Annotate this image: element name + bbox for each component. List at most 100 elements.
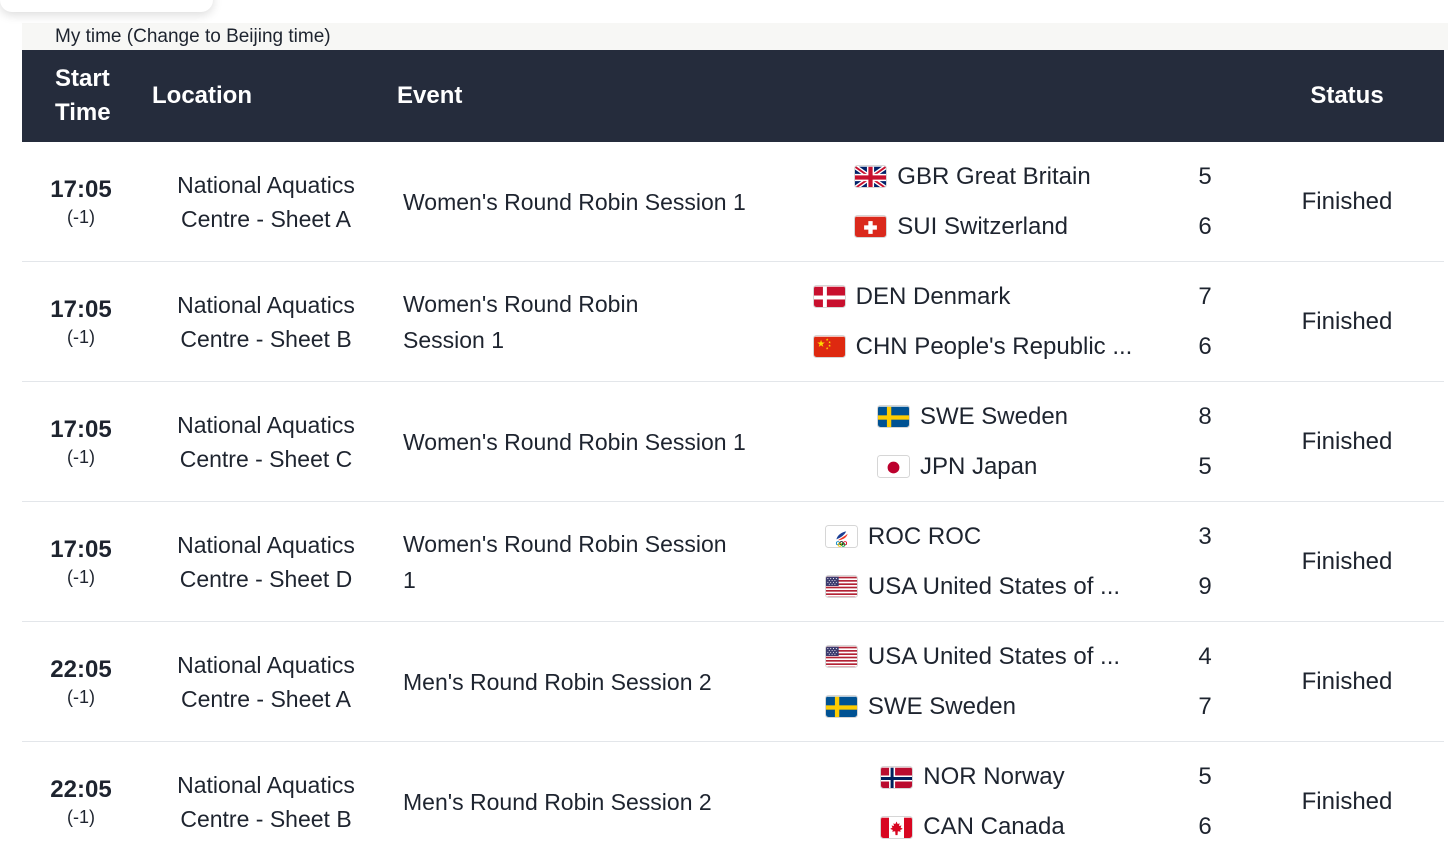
start-time-cell: 17:05 (-1) [22,295,140,349]
location-line: Centre - Sheet C [179,445,353,472]
match-status: Finished [1301,788,1393,815]
header-event: Event [397,82,463,109]
team-name: USA United States of ... [867,642,1121,670]
team-row: SUI Switzerland [854,202,1090,252]
flag-roc-icon [824,525,858,548]
team-row: JPN Japan [876,442,1068,492]
flag-sui-icon [854,215,888,238]
event-line: Men's Round Robin Session 2 [403,789,712,815]
schedule-table: Start Time Location Event Status 17:05 (-… [22,50,1444,861]
event-line: Women's Round Robin [403,290,639,317]
event-line: Women's Round Robin Session 1 [403,428,746,455]
team-name: SUI Switzerland [897,212,1069,240]
event-line: 1 [403,566,416,593]
event-cell: Men's Round Robin Session 2 [392,784,785,820]
timezone-label: My time (Change to Beijing time) [22,26,331,48]
location-line: Centre - Sheet D [179,565,353,592]
team-score: 7 [1198,692,1212,720]
event-cell: Women's Round Robin Session 1 [392,286,785,358]
change-timezone-link[interactable]: (Change to Beijing time) [126,25,331,47]
event-cell: Men's Round Robin Session 2 [392,664,785,700]
team-score: 7 [1198,282,1212,310]
match-status: Finished [1301,307,1393,335]
location-cell: National Aquatics Centre - Sheet A [140,168,392,236]
team-row: GBR Great Britain [854,152,1091,202]
schedule-row[interactable]: 17:05 (-1) National Aquatics Centre - Sheet… [22,382,1444,502]
time-offset: (-1) [67,686,95,707]
location-line: National Aquatics [177,531,355,558]
schedule-row[interactable]: 17:05 (-1) National Aquatics Centre - Sheet… [22,142,1444,262]
team-row: CHN People's Republic ... [812,322,1133,372]
location-cell: National Aquatics Centre - Sheet D [140,528,392,596]
event-line: Men's Round Robin Session 2 [403,668,712,695]
location-line: Centre - Sheet B [180,325,352,352]
schedule-row[interactable]: 17:05 (-1) National Aquatics Centre - Sheet… [22,262,1444,382]
flag-usa-icon [824,645,858,668]
schedule-row[interactable]: 22:05 (-1) National Aquatics Centre - Sheet… [22,742,1444,861]
start-time: 17:05 [50,295,112,323]
table-header-row: Start Time Location Event Status [22,50,1444,142]
match-status: Finished [1301,667,1393,695]
match-status: Finished [1301,427,1393,455]
team-row: USA United States of ... [824,562,1120,612]
schedule-row[interactable]: 17:05 (-1) National Aquatics Centre - Sheet… [22,502,1444,622]
team-name: ROC ROC [867,522,982,550]
team-row: CAN Canada [880,802,1065,852]
location-line: National Aquatics [177,651,355,678]
event-cell: Women's Round Robin Session 1 [392,526,785,598]
team-score: 5 [1198,763,1212,790]
location-cell: National Aquatics Centre - Sheet B [140,288,392,356]
location-line: National Aquatics [177,772,355,798]
teams-block: SWE Sweden JPN Japan [876,392,1069,492]
event-line: Women's Round Robin Session 1 [403,188,746,215]
header-start-time: Start Time [55,65,111,126]
start-time-cell: 22:05 (-1) [22,655,140,709]
time-offset: (-1) [67,446,95,467]
start-time-cell: 22:05 (-1) [22,775,140,829]
flag-jpn-icon [876,455,910,478]
team-score: 6 [1198,212,1212,240]
team-name: JPN Japan [919,452,1038,480]
teams-block: NOR Norway CAN Canada [880,752,1065,852]
team-name: NOR Norway [923,763,1065,790]
teams-cell: DEN Denmark CHN People's Republic ... [785,272,1160,372]
start-time: 22:05 [50,776,112,803]
event-line: Session 1 [403,326,505,353]
teams-cell: USA United States of ... SWE Sweden [785,632,1160,732]
teams-block: USA United States of ... SWE Sweden [824,632,1121,732]
flag-usa-icon [824,575,858,598]
match-status: Finished [1301,547,1393,575]
teams-block: DEN Denmark CHN People's Republic ... [812,272,1133,372]
start-time: 17:05 [50,175,112,203]
team-score: 5 [1198,452,1212,480]
start-time: 17:05 [50,415,112,443]
header-status: Status [1310,82,1384,109]
location-line: National Aquatics [177,171,355,198]
timezone-label-prefix: My time [55,25,127,47]
location-cell: National Aquatics Centre - Sheet A [140,648,392,716]
team-name: SWE Sweden [919,402,1069,430]
schedule-row[interactable]: 22:05 (-1) National Aquatics Centre - Sheet… [22,622,1444,742]
start-time: 22:05 [50,655,112,683]
team-score: 9 [1198,572,1212,600]
team-score: 4 [1198,642,1212,670]
location-line: National Aquatics [177,411,355,438]
team-score: 6 [1198,813,1212,840]
team-row: SWE Sweden [824,682,1120,732]
team-row: SWE Sweden [876,392,1069,442]
team-name: GBR Great Britain [897,162,1091,190]
start-time-cell: 17:05 (-1) [22,535,140,589]
flag-den-icon [812,285,846,308]
timezone-bar: My time (Change to Beijing time) [22,23,1448,50]
flag-chn-icon [812,335,846,358]
teams-block: GBR Great Britain SUI Switzerland [854,152,1091,252]
event-line: Women's Round Robin Session [403,530,727,557]
team-row: USA United States of ... [824,632,1121,682]
time-offset: (-1) [67,566,95,587]
schedule-table-body: 17:05 (-1) National Aquatics Centre - Sheet… [22,142,1444,861]
time-offset: (-1) [67,206,95,227]
team-name: CAN Canada [923,813,1065,840]
team-name: CHN People's Republic ... [855,332,1133,360]
